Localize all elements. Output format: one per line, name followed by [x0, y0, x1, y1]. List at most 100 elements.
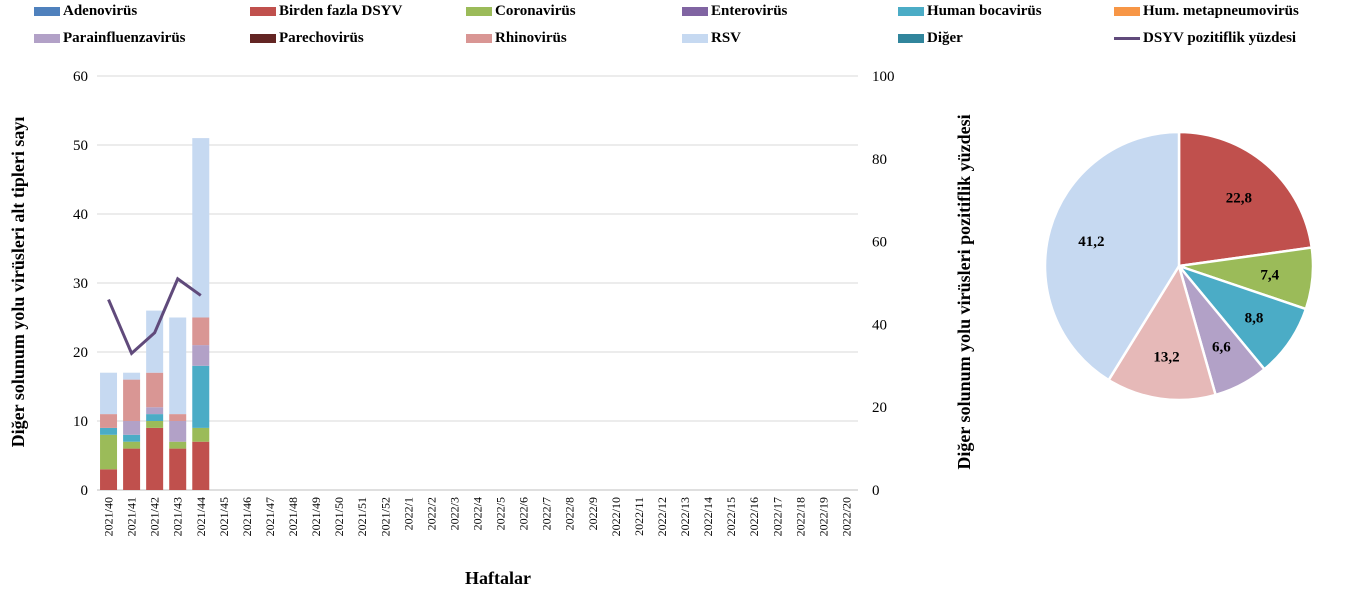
positivity-line: [107, 276, 202, 356]
legend-item: Enterovirüs: [682, 3, 787, 20]
legend-swatch: [1114, 7, 1140, 16]
pie-slice-label: 8,8: [1245, 311, 1264, 327]
x-tick-label: 2021/51: [355, 497, 369, 536]
legend-label: Diğer: [927, 30, 963, 46]
bar-segment: [123, 434, 141, 442]
bar-segment: [192, 345, 210, 366]
x-tick-label: 2022/9: [586, 497, 600, 530]
x-tick-label: 2022/20: [839, 497, 853, 536]
x-tick-label: 2021/47: [263, 497, 277, 536]
legend-swatch: [898, 7, 924, 16]
y-tick-label: 10: [73, 414, 88, 430]
legend-item: Hum. metapneumovirüs: [1114, 3, 1299, 20]
x-tick-label: 2022/7: [540, 497, 554, 530]
x-tick-label: 2022/3: [447, 497, 461, 530]
y-right-tick-label: 80: [872, 152, 887, 168]
x-axis-title: Haftalar: [465, 568, 531, 588]
x-tick-label: 2022/5: [494, 497, 508, 530]
bar-segment: [123, 441, 141, 449]
legend-swatch: [682, 34, 708, 43]
legend-label: RSV: [711, 30, 742, 46]
y-right-tick-label: 100: [872, 69, 895, 85]
bar-segment: [100, 427, 118, 435]
bar-segment: [123, 448, 141, 490]
pie-slice-label: 6,6: [1212, 340, 1231, 356]
x-tick-label: 2022/16: [747, 497, 761, 536]
bar-segment: [192, 441, 210, 490]
legend-label: Hum. metapneumovirüs: [1143, 3, 1299, 19]
legend-label: Coronavirüs: [495, 3, 576, 19]
legend-label: Parechovirüs: [279, 30, 364, 46]
legend-swatch: [34, 34, 60, 43]
x-tick-label: 2022/10: [609, 497, 623, 536]
x-tick-label: 2022/12: [655, 497, 669, 536]
bar-segment: [192, 138, 210, 318]
y-tick-label: 50: [73, 138, 88, 154]
legend-swatch: [34, 7, 60, 16]
x-tick-label: 2022/17: [770, 497, 784, 536]
x-tick-label: 2021/40: [102, 497, 116, 536]
legend-label: Parainfluenzavirüs: [63, 30, 186, 46]
legend-label: Adenovirüs: [63, 3, 138, 19]
y-axis-title-right: Diğer solunum yolu virüsleri pozitiflik …: [954, 114, 974, 469]
bar-segment: [146, 421, 164, 428]
x-tick-label: 2022/14: [701, 497, 715, 536]
pie-slice-label: 41,2: [1078, 234, 1104, 250]
legend-swatch: [250, 34, 276, 43]
bar-segment: [192, 427, 210, 442]
y-tick-label: 40: [73, 207, 88, 223]
y-right-tick-label: 20: [872, 400, 887, 416]
y-tick-label: 30: [73, 276, 88, 292]
bar-segment: [123, 421, 141, 435]
legend-item: Rhinovirüs: [466, 30, 567, 47]
bar-segment: [146, 427, 164, 490]
x-tick-label: 2022/4: [471, 497, 485, 530]
y-tick-label: 60: [73, 69, 88, 85]
y-axis-title-left: Diğer solunum yolu virüsleri alt tipleri…: [8, 117, 28, 448]
pie-slice-label: 13,2: [1153, 349, 1179, 365]
legend-swatch: [1114, 37, 1140, 40]
legend-swatch: [898, 34, 924, 43]
x-tick-label: 2022/6: [517, 497, 531, 530]
pie-slice: [1043, 130, 1181, 382]
x-tick-label: 2021/41: [125, 497, 139, 536]
bar-segment: [100, 434, 118, 470]
pie-slice-label: 22,8: [1226, 190, 1252, 206]
legend-label: DSYV pozitiflik yüzdesi: [1143, 30, 1297, 46]
y-right-tick-label: 40: [872, 317, 887, 333]
y-right-tick-label: 0: [872, 483, 880, 499]
bar-segment: [100, 469, 118, 490]
legend-swatch: [466, 7, 492, 16]
x-tick-label: 2021/48: [286, 497, 300, 536]
bar-segment: [123, 372, 141, 380]
bar-segment: [169, 414, 187, 421]
legend-item: Adenovirüs: [34, 3, 137, 20]
x-tick-label: 2022/15: [724, 497, 738, 536]
legend-label: Human bocavirüs: [927, 3, 1042, 19]
bar-segment: [146, 372, 164, 408]
bar-segment: [100, 414, 118, 428]
chart-legend: Adenovirüs Birden fazla DSYV Coronavirüs En…: [0, 0, 1347, 56]
legend-item: RSV: [682, 30, 741, 47]
legend-label: Enterovirüs: [711, 3, 788, 19]
pie-slice-label: 7,4: [1260, 268, 1279, 284]
legend-swatch: [250, 7, 276, 16]
legend-item: Birden fazla DSYV: [250, 3, 402, 20]
legend-item: Parainfluenzavirüs: [34, 30, 186, 47]
x-tick-label: 2021/43: [171, 497, 185, 536]
y-right-tick-label: 60: [872, 235, 887, 251]
x-tick-label: 2021/52: [378, 497, 392, 536]
axis-ticks: 0 10 20 30 40 50 60 0 20 40 60 80 100 2021/40 2021/41 2…: [73, 69, 895, 536]
legend-item: Parechovirüs: [250, 30, 364, 47]
x-tick-label: 2021/42: [148, 497, 162, 536]
x-tick-label: 2022/8: [563, 497, 577, 530]
bar-segment: [192, 365, 210, 428]
legend-swatch: [682, 7, 708, 16]
pie-slice: [1177, 130, 1314, 268]
legend-item: DSYV pozitiflik yüzdesi: [1114, 30, 1296, 47]
bar-segment: [169, 421, 187, 442]
legend-item: Human bocavirüs: [898, 3, 1042, 20]
bar-segment: [169, 317, 187, 415]
bar-segment: [100, 372, 118, 415]
